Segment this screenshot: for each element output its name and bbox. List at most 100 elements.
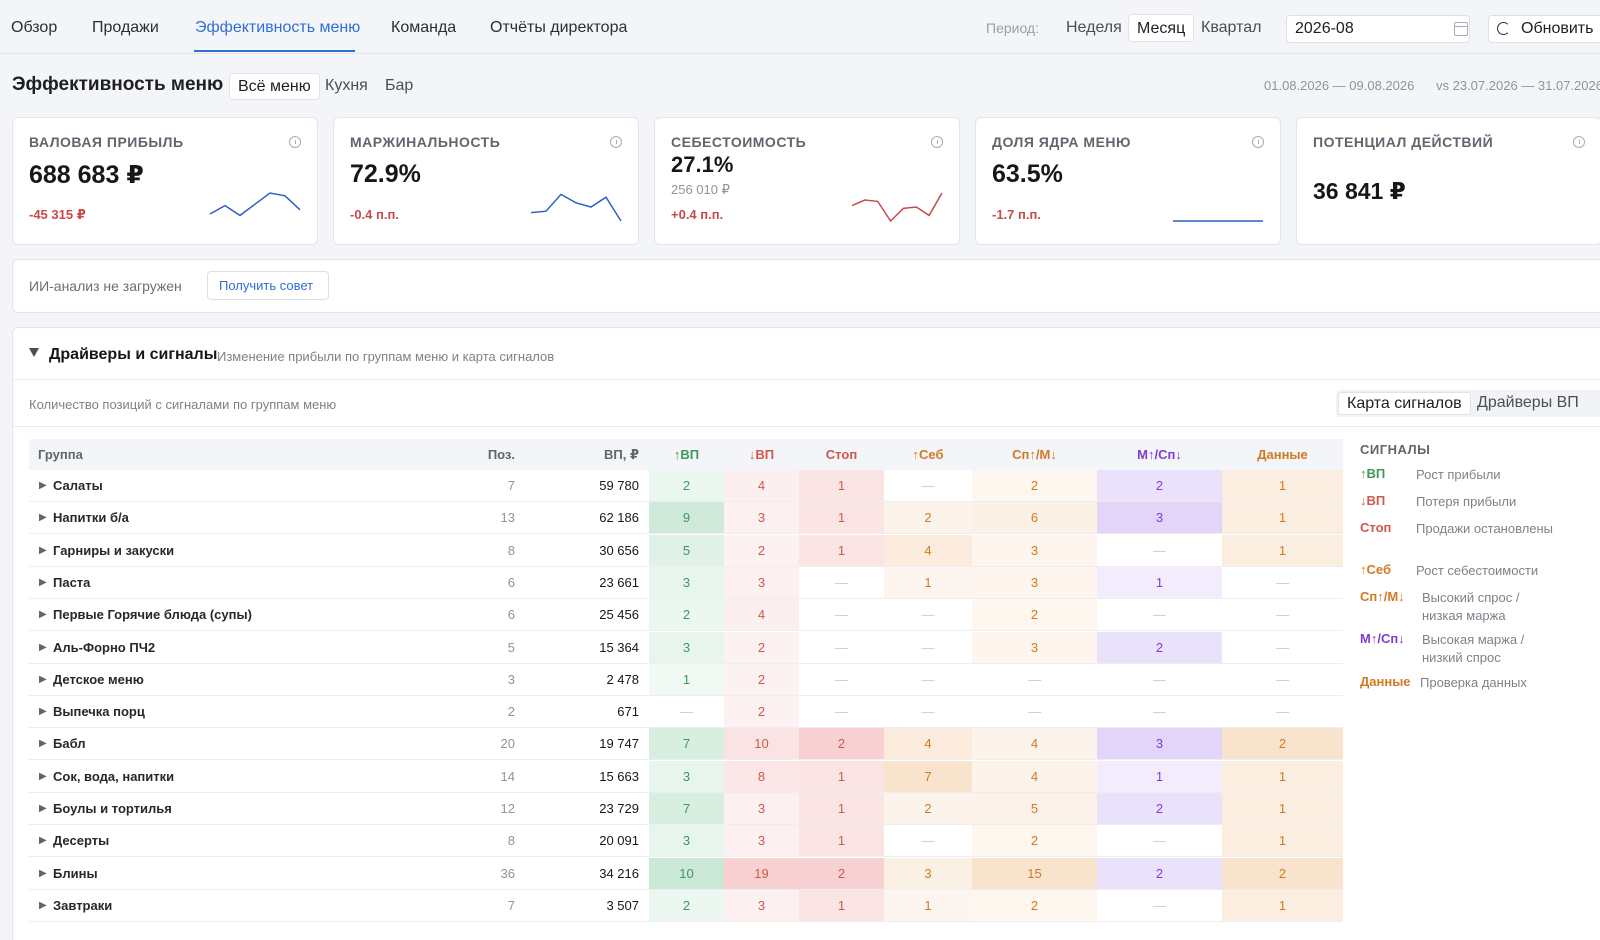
signal-count-cell[interactable]: 1	[884, 566, 972, 598]
signal-count-cell[interactable]: 1	[799, 534, 884, 566]
table-row[interactable]: ▶ Боулы и тортилья 12 23 729 7 3 1 2 5 2 1	[29, 793, 1343, 825]
period-quarter-button[interactable]: Квартал	[1201, 19, 1262, 36]
period-week-button[interactable]: Неделя	[1066, 19, 1122, 36]
signal-count-cell[interactable]: 9	[649, 502, 724, 534]
expand-row-icon[interactable]: ▶	[39, 738, 47, 750]
signal-count-cell[interactable]: 1	[799, 760, 884, 792]
signal-count-cell[interactable]: —	[1276, 671, 1289, 687]
table-row[interactable]: ▶ Гарниры и закуски 8 30 656 5 2 1 4 3—1	[29, 534, 1343, 567]
signal-count-cell[interactable]: 3	[884, 857, 972, 889]
col-gp-down[interactable]: ↓ВП	[748, 447, 775, 462]
table-row[interactable]: ▶ Напитки б/а 13 62 186 9 3 1 2 6 3 1	[29, 502, 1343, 535]
expand-row-icon[interactable]: ▶	[39, 512, 47, 524]
signal-count-cell[interactable]: 2	[884, 502, 972, 534]
table-row[interactable]: ▶ Сок, вода, напитки 14 15 663 3 8 1 7 4 1 1	[29, 760, 1343, 793]
refresh-button[interactable]: Обновить	[1488, 15, 1600, 43]
expand-row-icon[interactable]: ▶	[39, 706, 47, 718]
signal-count-cell[interactable]: —	[921, 639, 935, 655]
signal-count-cell[interactable]: 3	[649, 825, 724, 857]
signal-count-cell[interactable]: 1	[1222, 793, 1343, 824]
signal-count-cell[interactable]: —	[1276, 639, 1289, 655]
signal-count-cell[interactable]: —	[921, 671, 935, 687]
signal-count-cell[interactable]: 7	[649, 793, 724, 824]
signal-count-cell[interactable]: 2	[724, 534, 799, 566]
drivers-header[interactable]: Драйверы и сигналы Изменение прибыли по …	[13, 328, 1600, 380]
col-positions[interactable]: Поз.	[487, 447, 515, 462]
signal-count-cell[interactable]: 4	[884, 534, 972, 566]
signal-count-cell[interactable]: —	[1153, 607, 1166, 623]
signal-count-cell[interactable]: 4	[972, 760, 1097, 792]
table-row[interactable]: ▶ Блины 36 34 216 10 19 2 3 15 2 2	[29, 857, 1343, 890]
tab-sales[interactable]: Продажи	[92, 19, 159, 36]
expand-row-icon[interactable]: ▶	[39, 609, 47, 621]
signal-count-cell[interactable]: 2	[724, 696, 799, 728]
signal-count-cell[interactable]: 3	[649, 631, 724, 663]
signal-count-cell[interactable]: 1	[1222, 825, 1343, 857]
signal-count-cell[interactable]: 1	[799, 470, 884, 501]
tab-team[interactable]: Команда	[391, 19, 457, 36]
table-row[interactable]: ▶ Аль-Форно ПЧ2 5 15 364 3 2— —3 2—	[29, 631, 1343, 664]
signal-count-cell[interactable]: 3	[724, 566, 799, 598]
signal-count-cell[interactable]: 2	[1097, 631, 1222, 663]
get-advice-button[interactable]: Получить совет	[207, 271, 329, 300]
signal-count-cell[interactable]: 3	[724, 889, 799, 921]
signal-count-cell[interactable]: —	[835, 574, 848, 590]
signal-count-cell[interactable]: 1	[1097, 760, 1222, 792]
signal-count-cell[interactable]: —	[1028, 671, 1041, 687]
signal-count-cell[interactable]: 8	[724, 760, 799, 792]
signal-count-cell[interactable]: 2	[1097, 793, 1222, 824]
signal-count-cell[interactable]: —	[835, 607, 848, 623]
signal-count-cell[interactable]: 2	[1097, 470, 1222, 501]
col-group[interactable]: Группа	[38, 447, 83, 462]
signal-count-cell[interactable]: 4	[972, 728, 1097, 760]
info-icon[interactable]	[1573, 136, 1585, 148]
scope-kitchen[interactable]: Кухня	[325, 77, 368, 94]
signal-count-cell[interactable]: 2	[799, 728, 884, 760]
signal-count-cell[interactable]: —	[921, 607, 935, 623]
signal-count-cell[interactable]: 2	[724, 631, 799, 663]
signal-count-cell[interactable]: 3	[972, 566, 1097, 598]
table-row[interactable]: ▶ Первые Горячие блюда (супы) 6 25 456 2 4— —2…	[29, 599, 1343, 632]
signal-count-cell[interactable]: 1	[1222, 502, 1343, 534]
signal-count-cell[interactable]: 1	[1222, 534, 1343, 566]
info-icon[interactable]	[931, 136, 943, 148]
signal-count-cell[interactable]: 10	[649, 857, 724, 889]
col-stop[interactable]: Стоп	[825, 447, 858, 462]
signal-count-cell[interactable]: 4	[884, 728, 972, 760]
tab-director-reports[interactable]: Отчёты директора	[490, 19, 628, 36]
expand-row-icon[interactable]: ▶	[39, 899, 47, 911]
signal-count-cell[interactable]: —	[1276, 704, 1289, 720]
signal-count-cell[interactable]: 2	[649, 599, 724, 631]
signal-count-cell[interactable]: 3	[649, 760, 724, 792]
signal-count-cell[interactable]: 2	[1222, 857, 1343, 889]
table-row[interactable]: ▶ Бабл 20 19 747 7 10 2 4 4 3 2	[29, 728, 1343, 761]
signal-count-cell[interactable]: 2	[1097, 857, 1222, 889]
scope-all-menu[interactable]: Всё меню	[229, 73, 320, 100]
signal-count-cell[interactable]: 1	[1222, 470, 1343, 501]
collapse-caret-icon[interactable]	[29, 348, 39, 357]
table-row[interactable]: ▶ Салаты 7 59 780 2 4 1—2 2 1	[29, 470, 1343, 502]
expand-row-icon[interactable]: ▶	[39, 641, 47, 653]
signal-count-cell[interactable]: 2	[799, 857, 884, 889]
tab-menu-efficiency[interactable]: Эффективность меню	[195, 19, 361, 36]
signal-count-cell[interactable]: 19	[724, 857, 799, 889]
signal-count-cell[interactable]: 1	[1222, 889, 1343, 921]
signal-count-cell[interactable]: 2	[724, 663, 799, 695]
info-icon[interactable]	[610, 136, 622, 148]
signal-count-cell[interactable]: 1	[1097, 566, 1222, 598]
col-data[interactable]: Данные	[1257, 447, 1308, 462]
signal-count-cell[interactable]: —	[1153, 897, 1166, 913]
signal-count-cell[interactable]: 5	[972, 793, 1097, 824]
col-gross-profit[interactable]: ВП, ₽	[603, 447, 639, 462]
period-month-button[interactable]: Месяц	[1128, 14, 1195, 42]
signal-count-cell[interactable]: 1	[799, 502, 884, 534]
signal-count-cell[interactable]: 5	[649, 534, 724, 566]
signal-count-cell[interactable]: 2	[884, 793, 972, 824]
signal-count-cell[interactable]: 3	[1097, 502, 1222, 534]
signal-count-cell[interactable]: —	[921, 478, 935, 493]
signal-count-cell[interactable]: —	[835, 704, 848, 720]
col-margin-up-demand-down[interactable]: М↑/Сп↓	[1137, 447, 1182, 462]
signal-count-cell[interactable]: 2	[649, 889, 724, 921]
signal-count-cell[interactable]: —	[1028, 704, 1041, 720]
signal-count-cell[interactable]: —	[1153, 833, 1166, 849]
